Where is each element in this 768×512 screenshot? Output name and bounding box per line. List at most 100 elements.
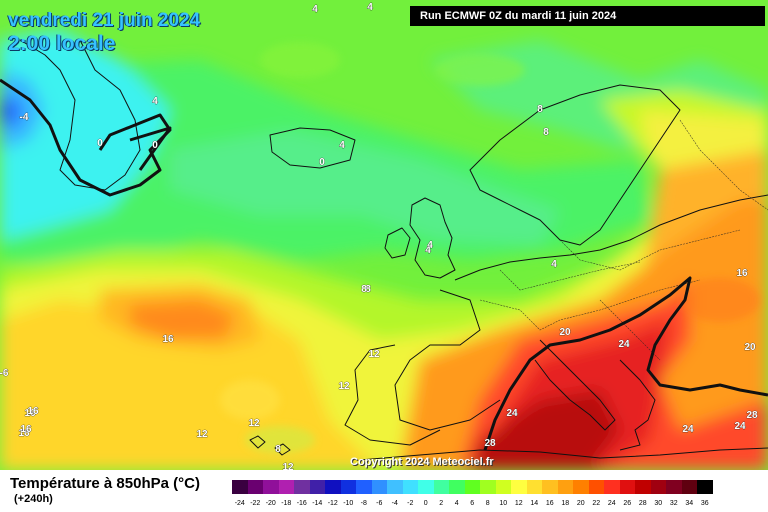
color-scale-ticks: -24 -22 -20 -18 -16 -14 -12 -10 -8 -6 -4 -2 0 2 4 6 8 10 1…	[232, 500, 709, 510]
forecast-time: 2:00 locale	[8, 32, 116, 55]
color-swatch	[573, 480, 589, 494]
field-minus4c-greenland	[0, 70, 45, 150]
contour-label: 16	[27, 406, 39, 417]
scale-tick: 24	[607, 500, 616, 507]
contour-label: 20	[744, 342, 756, 353]
color-swatch	[232, 480, 248, 494]
contour-label: 16	[162, 334, 174, 345]
forecast-date: vendredi 21 juin 2024	[8, 10, 201, 31]
border	[499, 261, 641, 291]
borders	[479, 119, 768, 361]
contour-label: 4	[427, 240, 433, 251]
coastline-continent	[454, 194, 768, 281]
contour-label: 12	[196, 429, 208, 440]
scale-tick: 16	[545, 500, 554, 507]
coastline-scandinavia	[469, 84, 681, 246]
contour-label: 20	[559, 327, 571, 338]
scale-tick: 12	[514, 500, 523, 507]
color-swatch	[604, 480, 620, 494]
contour-label: 16	[18, 428, 30, 439]
key-isotherms	[0, 78, 768, 451]
contour-label: 4	[152, 96, 158, 107]
model-run-label: Run ECMWF 0Z du mardi 11 juin 2024	[410, 6, 765, 26]
contour-label: 4	[339, 140, 345, 151]
field-detail	[220, 42, 760, 454]
coastline-islands	[249, 435, 291, 456]
border	[679, 119, 768, 211]
color-swatch	[588, 480, 604, 494]
coastline-italy	[534, 339, 616, 431]
coastline-iberia	[344, 344, 441, 446]
field-0c-greenland	[0, 30, 170, 240]
contour-label: 8	[365, 284, 371, 295]
color-swatch	[402, 480, 418, 494]
scale-tick: 4	[454, 500, 459, 507]
color-swatch	[511, 480, 527, 494]
contour-label: 24	[682, 424, 694, 435]
contour-label: 0	[319, 157, 325, 168]
color-swatch	[387, 480, 403, 494]
scale-tick: 36	[700, 500, 709, 507]
contour-label: -4	[20, 112, 29, 123]
contour-label: 4	[367, 2, 373, 13]
contour-label: 8	[275, 444, 281, 455]
scale-tick: 26	[623, 500, 632, 507]
contour-label: 8	[361, 284, 367, 295]
scale-tick: -14	[312, 500, 323, 507]
contour-label: 4	[312, 4, 318, 15]
contour-label: 12	[338, 381, 350, 392]
scale-tick: 14	[530, 500, 539, 507]
color-swatch	[371, 480, 387, 494]
contour-label: 24	[618, 339, 630, 350]
contour-label: 8	[543, 127, 549, 138]
field-2c-northsea	[170, 130, 560, 245]
contour-label: 8	[537, 104, 543, 115]
color-swatch	[464, 480, 480, 494]
scale-tick: 10	[499, 500, 508, 507]
color-swatch	[557, 480, 573, 494]
scale-tick: -4	[391, 500, 398, 507]
scale-tick: 32	[669, 500, 678, 507]
field-spot	[260, 42, 340, 78]
color-swatch	[697, 480, 713, 494]
contour-label: 24	[734, 421, 746, 432]
scale-tick: -18	[281, 500, 292, 507]
scale-tick: 20	[576, 500, 585, 507]
scale-tick: 2	[439, 500, 444, 507]
color-swatch	[356, 480, 372, 494]
color-swatch	[480, 480, 496, 494]
contour-label: 16	[20, 424, 32, 435]
contour-label: 16	[24, 408, 36, 419]
scale-tick: -12	[327, 500, 338, 507]
copyright: Copyright 2024 Meteociel.fr	[350, 456, 494, 468]
field-20c-atlantic	[130, 300, 235, 340]
field-spot	[680, 278, 760, 322]
contour-label: -6	[0, 368, 9, 379]
color-swatch	[325, 480, 341, 494]
color-swatch	[495, 480, 511, 494]
scale-tick: 8	[485, 500, 490, 507]
color-swatch	[681, 480, 697, 494]
scale-tick: -2	[407, 500, 414, 507]
scale-tick: -6	[376, 500, 383, 507]
coastlines	[19, 39, 768, 461]
coastline-greenland	[19, 39, 141, 191]
coastline-iceland	[269, 127, 356, 169]
contour-label: 28	[746, 410, 758, 421]
contour-label: 28	[484, 438, 496, 449]
scale-tick: 0	[423, 500, 428, 507]
legend-panel: Température à 850hPa (°C) (+240h) -24 -22…	[0, 470, 768, 512]
color-swatch	[650, 480, 666, 494]
color-swatch	[340, 480, 356, 494]
contour-label: 12	[282, 462, 294, 470]
scale-tick: 6	[470, 500, 475, 507]
color-scale	[232, 480, 713, 494]
contour-label: 0	[97, 138, 103, 149]
variable-label: Température à 850hPa (°C)	[10, 475, 200, 492]
field-spot	[220, 380, 280, 420]
border	[559, 229, 741, 271]
scale-tick: 34	[685, 500, 694, 507]
lead-time-label: (+240h)	[14, 493, 53, 505]
isotherm-0c	[0, 78, 172, 197]
